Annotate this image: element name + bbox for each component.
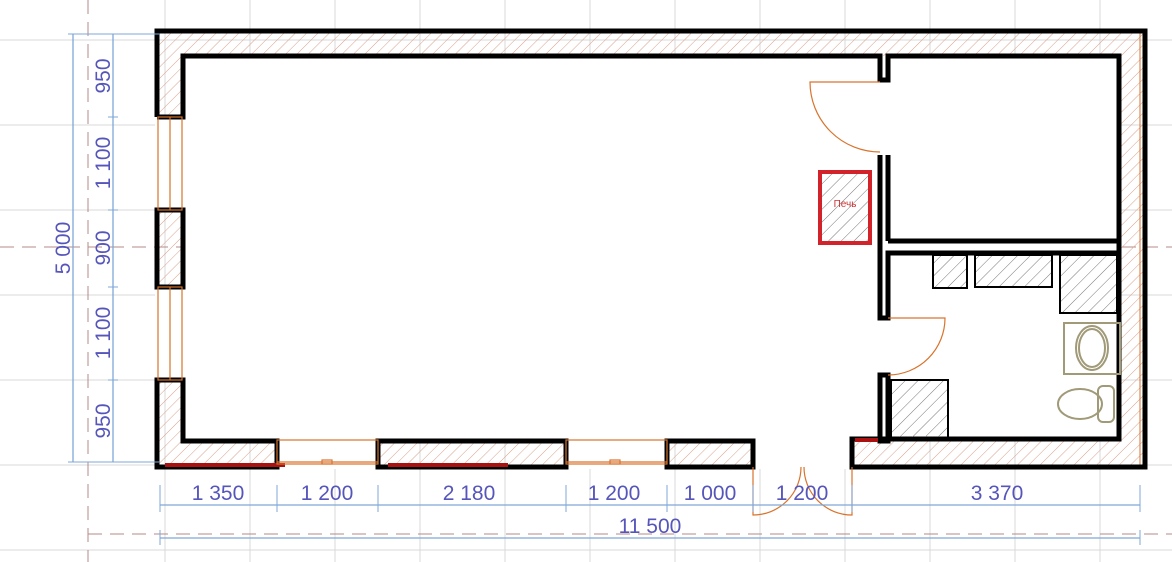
dim-left-5: 950: [92, 403, 115, 438]
dim-bottom-1: 1 350: [192, 482, 245, 505]
dim-left-1: 950: [92, 58, 115, 93]
stove: Печь: [818, 170, 872, 245]
dim-bottom-3: 2 180: [443, 482, 496, 505]
bottom-dimensions: 1 350 1 200 2 180 1 200 1 000 1 200 3 37…: [159, 482, 1141, 545]
stove-label: Печь: [834, 199, 857, 210]
dim-bottom-4: 1 200: [588, 482, 641, 505]
sink-icon: [1063, 322, 1121, 375]
dim-bottom-2: 1 200: [301, 482, 354, 505]
dim-left-total: 5 000: [52, 222, 75, 275]
dim-bottom-6: 1 200: [776, 482, 829, 505]
windows: [157, 116, 668, 465]
left-dimensions: 950 1 100 900 1 100 950 5 000: [52, 33, 160, 463]
doors[interactable]: [752, 81, 946, 516]
walls: [154, 28, 1148, 516]
dim-bottom-5: 1 000: [684, 482, 737, 505]
dim-left-2: 1 100: [92, 137, 115, 190]
dim-bottom-7: 3 370: [971, 482, 1024, 505]
dim-left-4: 1 100: [92, 307, 115, 360]
toilet-icon: [1057, 385, 1115, 423]
bathroom-fixtures: [890, 254, 1121, 439]
dim-bottom-total: 11 500: [619, 515, 682, 538]
dim-left-3: 900: [92, 230, 115, 265]
